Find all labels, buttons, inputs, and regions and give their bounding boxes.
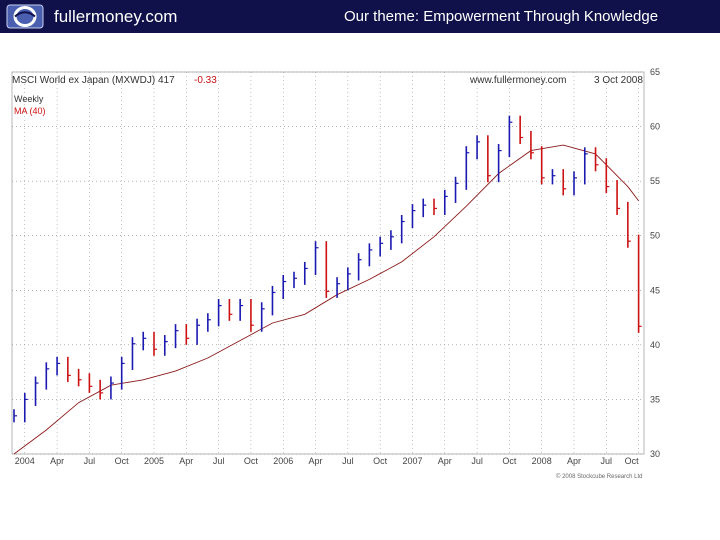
x-tick-label: Oct [373,456,388,466]
y-tick-label: 500 [650,231,660,241]
header-bar: fullermoney.com Our theme: Empowerment T… [0,0,720,33]
frequency-label: Weekly [14,94,44,104]
chart-change: -0.33 [194,75,217,86]
x-tick-label: Oct [625,456,640,466]
x-tick-label: 2007 [402,456,422,466]
x-tick-label: 2004 [15,456,35,466]
y-tick-label: 600 [650,122,660,132]
brand-name[interactable]: fullermoney.com [54,7,178,26]
price-chart: 650 600 550 500 450 400 350 300 2004 Apr Jul Oct 20… [11,67,660,480]
x-tick-label: Apr [567,456,581,466]
chart-source: www.fullermoney.com [469,75,567,86]
y-tick-label: 300 [650,449,660,459]
x-tick-label: Oct [502,456,517,466]
x-tick-label: Apr [438,456,452,466]
x-tick-label: Jul [342,456,354,466]
ma-label: MA (40) [14,106,46,116]
x-tick-label: Jul [84,456,96,466]
site-theme: Our theme: Empowerment Through Knowledge [344,8,659,25]
x-tick-label: 2008 [532,456,552,466]
chart-date: 3 Oct 2008 [594,75,643,86]
y-tick-label: 650 [650,67,660,77]
globe-swirl-icon [6,4,44,29]
y-tick-label: 350 [650,394,660,404]
x-tick-label: 2005 [144,456,164,466]
x-tick-label: Apr [50,456,64,466]
y-tick-label: 550 [650,176,660,186]
y-tick-label: 450 [650,285,660,295]
x-tick-label: Jul [471,456,483,466]
x-tick-label: Oct [115,456,130,466]
chart-title: MSCI World ex Japan (MXWDJ) 417 [12,75,175,86]
x-tick-label: Jul [213,456,225,466]
plot-frame [11,71,645,455]
x-tick-label: Oct [244,456,259,466]
y-tick-label: 400 [650,340,660,350]
copyright-note: © 2008 Stockcube Research Ltd [556,473,642,480]
x-tick-label: Apr [179,456,193,466]
x-tick-label: Apr [309,456,323,466]
x-tick-label: Jul [601,456,613,466]
x-tick-label: 2006 [273,456,293,466]
